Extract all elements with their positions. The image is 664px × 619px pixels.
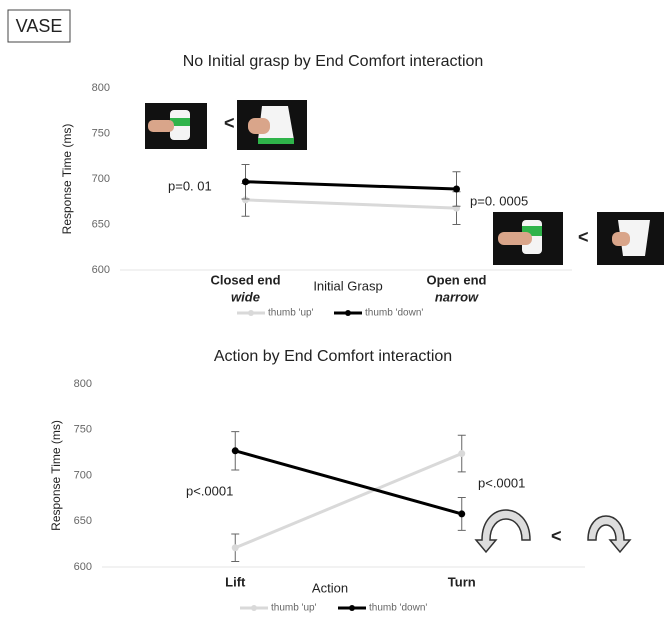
- x-tick-sublabel: wide: [231, 289, 260, 304]
- point: [242, 178, 249, 185]
- series-line: [235, 451, 462, 514]
- chart-title: Action by End Comfort interaction: [214, 348, 452, 365]
- x-tick-label: Lift: [225, 574, 246, 589]
- point: [453, 186, 460, 193]
- y-tick-label: 750: [92, 127, 110, 139]
- y-tick-label: 650: [74, 515, 92, 527]
- figure: VASE No Initial grasp by End Comfort int…: [0, 0, 664, 619]
- legend-label: thumb 'up': [271, 603, 317, 614]
- x-tick-label: Turn: [448, 574, 476, 589]
- series-line: [246, 200, 457, 208]
- photo: [493, 212, 563, 265]
- legend-label: thumb 'up': [268, 308, 314, 319]
- annotation: <: [224, 113, 235, 133]
- annotation: p=0. 0005: [470, 193, 528, 208]
- chart-title: No Initial grasp by End Comfort interact…: [183, 53, 484, 70]
- x-tick-label: Closed end: [210, 272, 280, 287]
- y-tick-label: 700: [92, 173, 110, 185]
- y-tick-label: 600: [92, 264, 110, 276]
- point: [458, 450, 465, 457]
- y-axis-label: Response Time (ms): [49, 420, 63, 531]
- y-tick-label: 800: [74, 378, 92, 390]
- x-axis-label: Action: [312, 580, 348, 595]
- x-axis-label: Initial Grasp: [313, 278, 382, 293]
- annotation: p<.0001: [186, 483, 233, 498]
- legend-marker: [345, 310, 351, 316]
- annotation: <: [578, 227, 589, 247]
- point: [458, 510, 465, 517]
- photo: [145, 103, 207, 149]
- legend-label: thumb 'down': [369, 603, 427, 614]
- annotation: p<.0001: [478, 475, 525, 490]
- x-tick-label: Open end: [427, 272, 487, 287]
- annotation: p=0. 01: [168, 178, 212, 193]
- series-line: [246, 182, 457, 189]
- y-tick-label: 750: [74, 424, 92, 436]
- point: [232, 544, 239, 551]
- y-tick-label: 650: [92, 218, 110, 230]
- y-tick-label: 600: [74, 561, 92, 573]
- legend-marker: [251, 605, 257, 611]
- y-tick-label: 800: [92, 82, 110, 94]
- y-tick-label: 700: [74, 469, 92, 481]
- legend-marker: [248, 310, 254, 316]
- photo: [597, 212, 664, 265]
- y-axis-label: Response Time (ms): [60, 124, 74, 235]
- x-tick-sublabel: narrow: [435, 289, 479, 304]
- legend-label: thumb 'down': [365, 308, 423, 319]
- point: [232, 447, 239, 454]
- legend-marker: [349, 605, 355, 611]
- annotation: <: [551, 526, 562, 546]
- series-line: [235, 454, 462, 548]
- figure-label: VASE: [16, 16, 63, 36]
- photo: [237, 100, 307, 150]
